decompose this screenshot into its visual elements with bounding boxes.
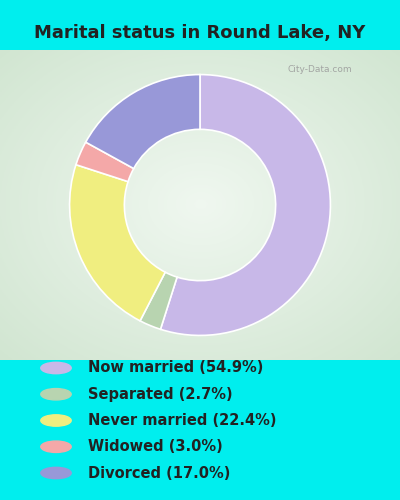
Circle shape (41, 362, 71, 374)
Wedge shape (76, 142, 134, 182)
Circle shape (41, 441, 71, 452)
Wedge shape (86, 74, 200, 168)
Circle shape (41, 388, 71, 400)
Text: Divorced (17.0%): Divorced (17.0%) (88, 466, 230, 480)
Text: Never married (22.4%): Never married (22.4%) (88, 413, 276, 428)
Wedge shape (70, 164, 165, 321)
Text: Separated (2.7%): Separated (2.7%) (88, 387, 233, 402)
Text: Now married (54.9%): Now married (54.9%) (88, 360, 263, 376)
Circle shape (41, 415, 71, 426)
Wedge shape (140, 272, 177, 330)
Circle shape (41, 468, 71, 478)
Wedge shape (160, 74, 330, 336)
Text: City-Data.com: City-Data.com (287, 66, 352, 74)
Text: Widowed (3.0%): Widowed (3.0%) (88, 439, 223, 454)
Text: Marital status in Round Lake, NY: Marital status in Round Lake, NY (34, 24, 366, 42)
